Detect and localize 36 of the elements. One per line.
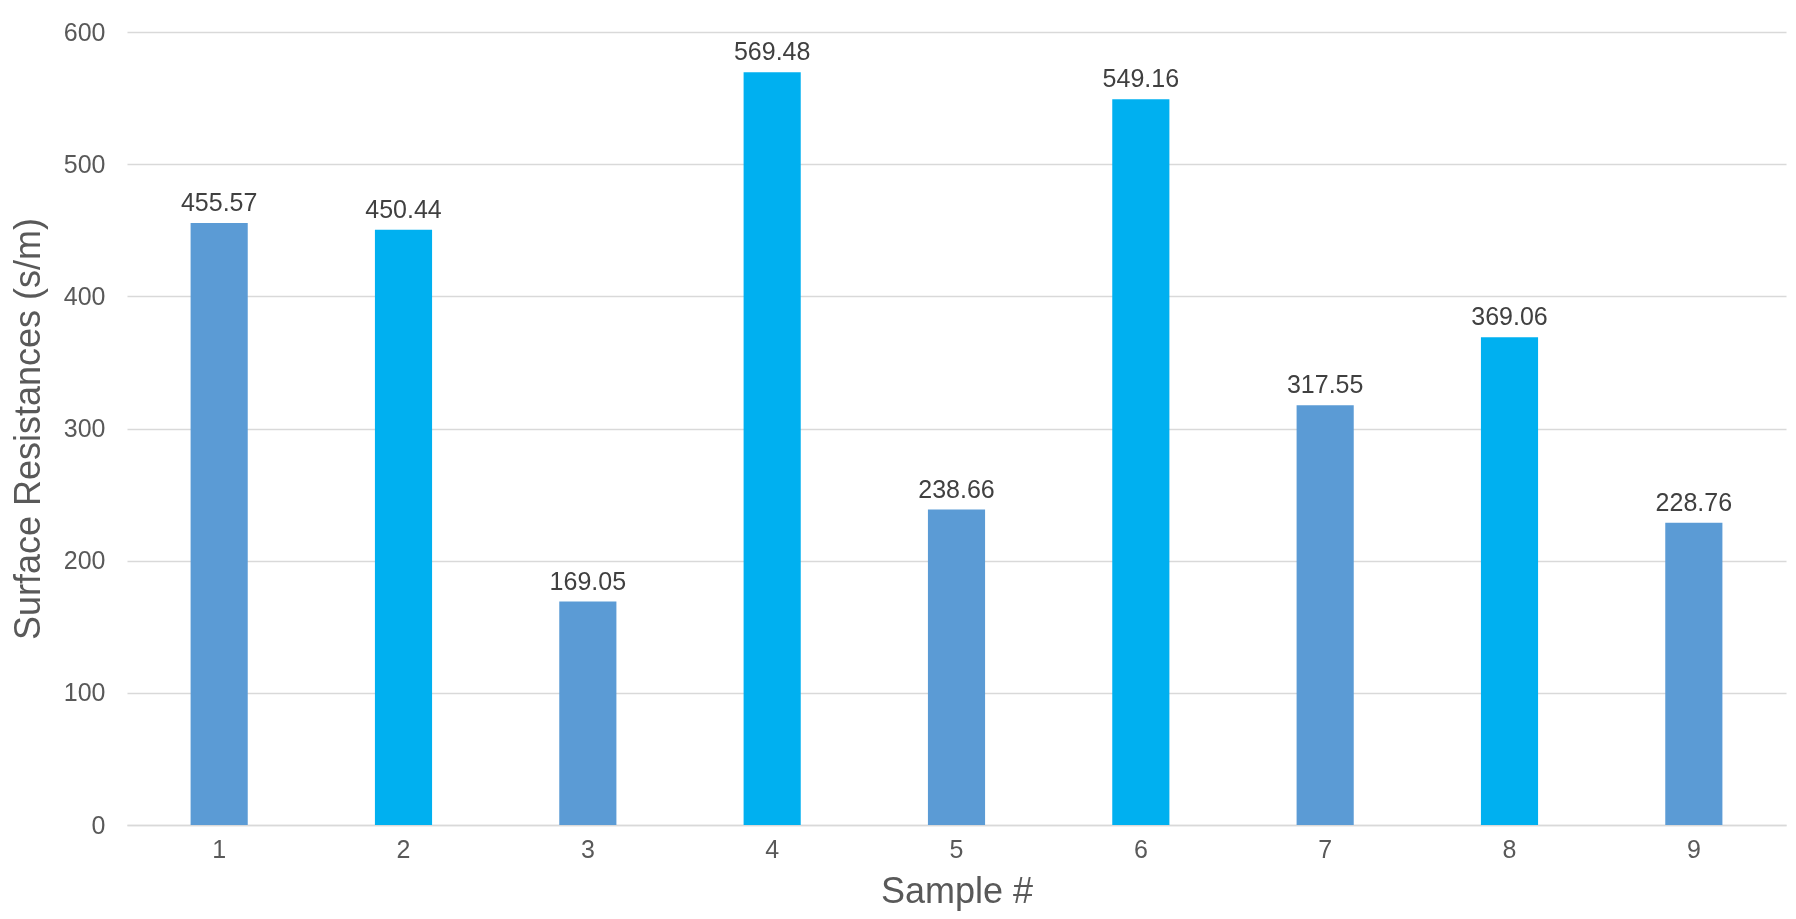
data-label: 450.44 [365,194,442,223]
x-tick-label: 8 [1502,834,1517,863]
x-tick-label: 3 [580,834,595,863]
y-tick-label: 0 [91,810,106,839]
bar [927,509,986,825]
data-label: 228.76 [1655,487,1733,516]
y-tick-label: 400 [63,281,106,310]
bar [1296,405,1354,825]
bar [743,72,801,825]
bar [374,229,433,825]
y-tick-label: 300 [63,414,106,442]
data-label: 317.55 [1286,370,1364,399]
bar [1112,99,1170,825]
x-tick-label: 6 [1133,834,1148,863]
x-axis-title: Sample # [880,869,1034,911]
bar [1480,337,1539,825]
y-tick-label: 600 [63,17,106,46]
data-label: 238.66 [918,474,995,503]
x-tick-label: 5 [949,834,964,863]
bar [190,222,248,825]
x-tick-label: 1 [212,834,227,863]
data-label: 549.16 [1102,64,1180,93]
bar [1665,522,1723,825]
data-label: 369.06 [1471,302,1548,331]
data-label: 169.05 [549,566,627,595]
y-tick-label: 100 [63,678,106,707]
x-tick-label: 9 [1686,834,1701,863]
y-tick-label: 500 [63,149,106,178]
y-axis-title: Surface Resistances (s/m) [6,217,48,641]
data-label: 569.48 [733,37,811,66]
x-tick-label: 2 [396,834,411,863]
data-label: 455.57 [180,187,258,216]
bar [559,601,617,825]
x-tick-label: 4 [765,834,780,863]
y-tick-label: 200 [63,546,106,575]
x-tick-label: 7 [1318,834,1333,863]
